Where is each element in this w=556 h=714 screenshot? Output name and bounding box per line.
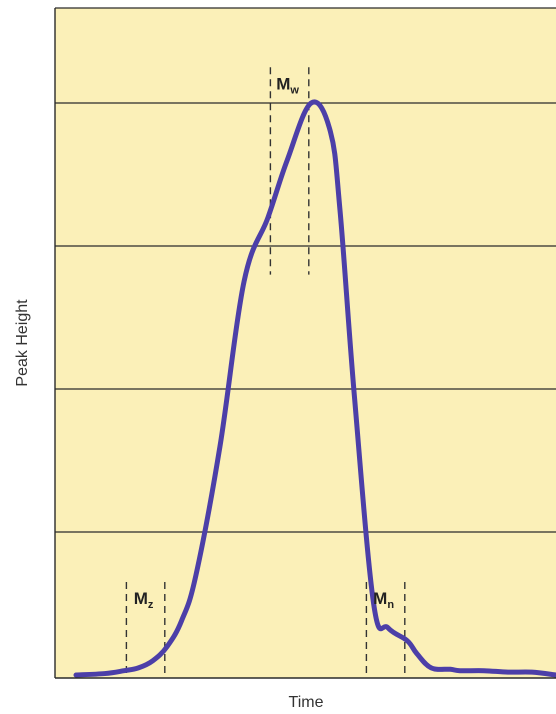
plot-frame [54, 7, 556, 679]
y-axis-label: Peak Height [14, 299, 31, 387]
gridlines [55, 102, 556, 533]
x-axis-label: Time [289, 694, 324, 711]
plot-background [55, 8, 556, 678]
marker-lines [125, 67, 406, 675]
series-line [73, 99, 556, 678]
